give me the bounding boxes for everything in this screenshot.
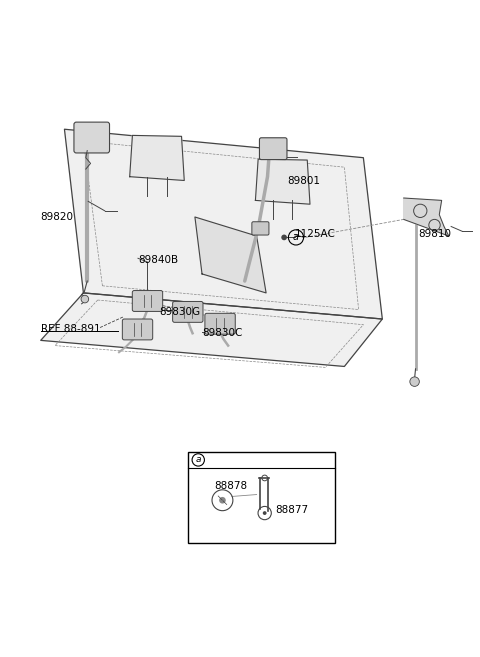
Bar	[188, 452, 335, 543]
FancyBboxPatch shape	[122, 319, 153, 340]
Polygon shape	[404, 198, 449, 236]
Text: 88878: 88878	[214, 481, 247, 491]
Polygon shape	[41, 293, 383, 367]
FancyBboxPatch shape	[252, 222, 269, 235]
Circle shape	[263, 511, 266, 515]
FancyBboxPatch shape	[173, 302, 203, 323]
Text: 89830C: 89830C	[202, 328, 242, 338]
Text: 89830G: 89830G	[159, 307, 201, 317]
Polygon shape	[64, 129, 383, 319]
Polygon shape	[130, 135, 184, 181]
Text: a: a	[293, 233, 299, 242]
Circle shape	[219, 497, 226, 503]
Text: 89810: 89810	[418, 229, 451, 238]
Circle shape	[410, 377, 420, 386]
Text: REF 88-891: REF 88-891	[41, 323, 100, 334]
FancyBboxPatch shape	[205, 313, 235, 334]
Polygon shape	[255, 159, 310, 204]
Polygon shape	[195, 217, 266, 293]
FancyBboxPatch shape	[132, 290, 163, 311]
Circle shape	[281, 235, 287, 240]
Circle shape	[81, 295, 89, 303]
FancyBboxPatch shape	[74, 122, 109, 153]
Text: a: a	[195, 455, 201, 464]
Text: 88877: 88877	[276, 505, 309, 514]
Text: 89840B: 89840B	[138, 255, 178, 265]
Text: 89820: 89820	[41, 212, 74, 222]
Text: 89801: 89801	[288, 177, 321, 187]
FancyBboxPatch shape	[260, 138, 287, 160]
Text: 1125AC: 1125AC	[295, 229, 336, 238]
